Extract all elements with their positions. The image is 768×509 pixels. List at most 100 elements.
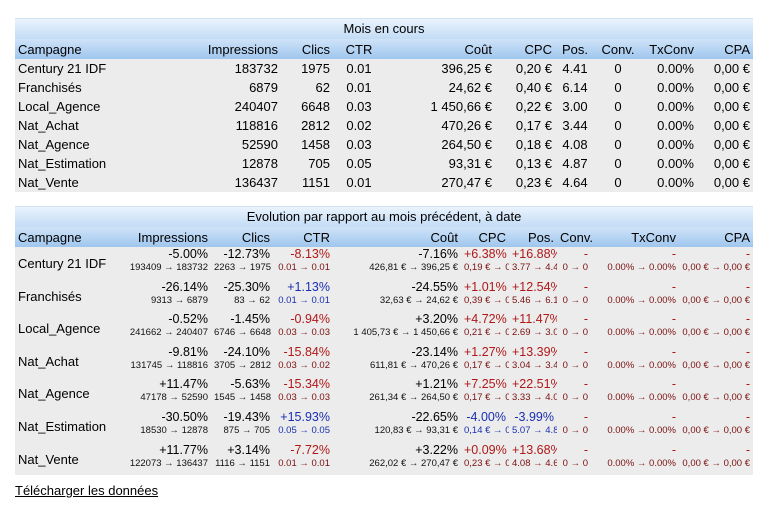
table-cell: 24,62 € [385,78,495,97]
table-cell: 93,31 € [385,154,495,173]
value-range: 0,00 € → 0,00 € [682,262,750,273]
metric-cell: +22.51%3.33 → 4.08 [509,377,557,410]
column-header: CPA [679,227,753,247]
metric-cell: -0.00% → 0.00% [591,442,679,476]
change-percent: -26.14% [161,279,208,294]
metric-cell: -0.00% → 0.00% [591,312,679,345]
metric-cell: -15.84% 0.03 → 0.02 [273,344,333,378]
column-header: CTR [333,39,385,59]
table-cell: 0,00 € [697,78,753,97]
value-range: 131745 → 118816 [130,359,208,371]
campaign-name: Nat_Agence [18,386,90,402]
value-range: 0.00% → 0.00% [607,262,676,273]
current-body: Century 21 IDF 183732 1975 0.01 396,25 €0,20… [15,59,753,192]
value-range: 1 405,73 € → 1 450,66 € [353,327,458,339]
metric-cell: +4.72%0,21 € → 0,22 € [461,312,509,345]
metric-cell: -8.13% 0.01 → 0.01 [273,247,333,280]
value-range: 2.69 → 3.00 [512,327,557,339]
table-row: Nat_Estimation 12878 705 0.05 93,31 €0,13 €4… [15,154,753,173]
current-month-title: Mois en cours [15,18,753,39]
value-range: 1116 → 1151 [215,457,270,469]
table-cell: 0,13 € [495,154,555,173]
change-percent: +12.54% [512,279,557,294]
metric-cell: -0.00% → 0.00% [591,344,679,378]
download-data-link[interactable]: Télécharger les données [15,483,159,498]
change-percent: +13.39% [512,344,557,359]
change-percent: +11.47% [512,312,557,327]
table-cell: 0.01 [333,78,385,97]
table-cell: 0,00 € [697,59,753,78]
evolution-body: Century 21 IDF -5.00% 193409 → 183732 -12.7… [15,247,753,476]
value-range: 0,00 € → 0,00 € [682,457,750,469]
campaign-name: Nat_Agence [15,135,183,154]
value-range: 4.08 → 4.64 [512,457,557,469]
value-range: 0.01 → 0.01 [278,262,330,273]
table-cell: 270,47 € [385,173,495,192]
change-percent: +4.72% [464,312,507,327]
metric-cell: -30.50% 18530 → 12878 [111,409,211,443]
metric-cell: -12.73% 2263 → 1975 [211,247,273,280]
table-row: Franchisés -26.14% 9313 → 6879 -25.30% 83 → … [15,279,753,313]
change-percent: - [671,442,676,457]
change-percent: - [745,442,750,457]
current-header-row: Campagne Impressions Clics CTR Coût CPC Pos. Co… [15,39,753,59]
change-percent: -15.84% [283,344,330,359]
change-percent: -22.65% [411,409,458,424]
value-range: 122073 → 136437 [129,457,208,469]
column-header: TxConv [641,39,697,59]
metric-cell: -23.14% 611,81 € → 470,26 € [333,344,461,378]
current-month-table: Campagne Impressions Clics CTR Coût CPC Pos. Co… [15,39,753,192]
change-percent: - [583,377,588,392]
change-percent: -0.52% [168,312,208,327]
column-header: Pos. [555,39,595,59]
change-percent: -5.00% [168,247,208,261]
value-range: 0.03 → 0.02 [278,359,330,371]
change-percent: -19.43% [223,409,270,424]
table-row: Nat_Agence +11.47% 47178 → 52590 -5.63% 1545… [15,377,753,410]
value-range: 0 → 0 [562,327,588,339]
value-range: 261,34 € → 264,50 € [369,392,458,404]
metric-cell: -3.99%5.07 → 4.87 [509,409,557,443]
change-percent: -9.81% [168,344,208,359]
value-range: 0,00 € → 0,00 € [682,359,750,371]
change-percent: - [583,247,588,261]
column-header: Impressions [111,227,211,247]
table-cell: 0,18 € [495,135,555,154]
table-cell: 6.14 [555,78,595,97]
table-row: Nat_Achat -9.81% 131745 → 118816 -24.10% 370… [15,344,753,378]
value-range: 0 → 0 [562,392,588,404]
table-cell: 0,23 € [495,173,555,192]
change-percent: -30.50% [161,409,208,424]
metric-cell: +6.38%0,19 € → 0,20 € [461,247,509,280]
column-header: CTR [273,227,333,247]
value-range: 0 → 0 [562,359,588,371]
table-cell: 0,00 € [697,154,753,173]
column-header: Clics [211,227,273,247]
metric-cell: +1.27%0,17 € → 0,17 € [461,344,509,378]
value-range: 0.00% → 0.00% [607,327,676,339]
metric-cell: +11.47% 47178 → 52590 [111,377,211,410]
metric-cell: -0 → 0 [557,409,591,443]
value-range: 3.77 → 4.41 [512,262,557,273]
value-range: 3.33 → 4.08 [512,392,557,404]
value-range: 47178 → 52590 [140,392,208,404]
table-cell: 3.44 [555,116,595,135]
table-cell: 0.00% [641,135,697,154]
metric-cell: +3.14% 1116 → 1151 [211,442,273,476]
change-percent: +1.27% [464,344,507,359]
value-range: 0,14 € → 0,13 € [464,424,509,436]
value-range: 0.00% → 0.00% [607,359,676,371]
evolution-section: Evolution par rapport au mois précédent,… [15,206,753,476]
change-percent: +16.88% [512,247,557,261]
evolution-header-row: Campagne Impressions Clics CTR Coût CPC Pos. Co… [15,227,753,247]
campaign-cell: Nat_Estimation [15,409,111,443]
change-percent: - [671,279,676,294]
value-range: 9313 → 6879 [150,294,208,306]
table-cell: 0 [595,78,641,97]
campaign-name: Nat_Estimation [18,418,107,434]
metric-cell: -4.00%0,14 € → 0,13 € [461,409,509,443]
table-cell: 0 [595,97,641,116]
metric-cell: -0,00 € → 0,00 € [679,344,753,378]
campaign-name: Franchisés [15,78,183,97]
change-percent: -7.16% [418,247,458,261]
